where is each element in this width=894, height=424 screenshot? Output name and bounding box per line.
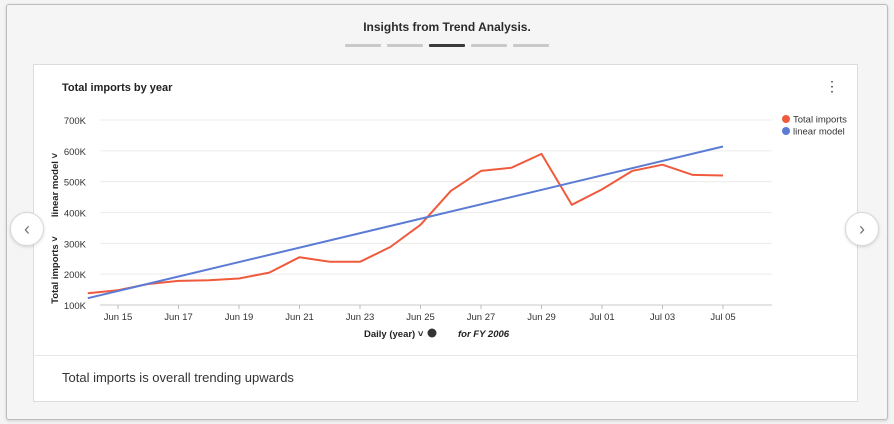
- info-icon[interactable]: [427, 328, 437, 338]
- y-tick-label: 700K: [64, 116, 87, 127]
- line-chart: 100K 200K 300K 400K 500K 600K 700K Jun 15 Jun 1…: [50, 115, 847, 341]
- legend-marker[interactable]: [782, 127, 790, 135]
- chevron-right-icon[interactable]: ›: [845, 212, 879, 246]
- y-tick-label: 200K: [64, 270, 87, 281]
- y-tick-label: 500K: [64, 178, 87, 189]
- page-dot[interactable]: [345, 44, 381, 47]
- page-dot[interactable]: [387, 44, 423, 47]
- y-tick-label: 400K: [64, 209, 87, 220]
- legend-label[interactable]: Total imports: [793, 115, 847, 126]
- x-tick-label: Jun 17: [164, 312, 193, 323]
- x-tick-label: Jun 25: [406, 312, 435, 323]
- chart-title: Total imports by year: [62, 82, 173, 94]
- page-dot-active[interactable]: [429, 44, 465, 47]
- page-dot[interactable]: [471, 44, 507, 47]
- x-tick-label: Jul 05: [710, 312, 735, 323]
- x-tick-label: Jun 29: [527, 312, 556, 323]
- series-total-imports-line: [87, 152, 724, 295]
- page-indicator: [0, 44, 894, 47]
- x-tick-label: Jun 21: [285, 312, 314, 323]
- y-axis-label-linear-model[interactable]: linear model ˅: [50, 152, 61, 217]
- x-tick-label: Jun 15: [104, 312, 133, 323]
- x-tick-label: Jun 19: [225, 312, 254, 323]
- insight-card: Total imports by year ⋮ 100K 200K 300K 400K…: [33, 64, 858, 402]
- kebab-icon[interactable]: ⋮: [825, 78, 839, 94]
- x-axis-label[interactable]: Daily (year) ˅: [364, 329, 424, 340]
- legend-marker[interactable]: [782, 115, 790, 123]
- legend-label[interactable]: linear model: [793, 127, 845, 138]
- divider: [34, 355, 857, 356]
- chevron-left-icon[interactable]: ‹: [10, 212, 44, 246]
- page-dot[interactable]: [513, 44, 549, 47]
- x-tick-label: Jun 23: [346, 312, 375, 323]
- y-tick-label: 600K: [64, 147, 87, 158]
- x-tick-label: Jun 27: [467, 312, 496, 323]
- x-tick-label: Jul 01: [589, 312, 614, 323]
- y-axis-label-total-imports[interactable]: Total imports ˅: [50, 236, 61, 304]
- y-tick-label: 300K: [64, 239, 87, 250]
- panel-title: Insights from Trend Analysis.: [363, 20, 531, 34]
- x-axis-note: for FY 2006: [458, 329, 510, 340]
- insight-summary: Total imports is overall trending upward…: [62, 370, 294, 385]
- y-tick-label: 100K: [64, 301, 87, 312]
- x-tick-label: Jul 03: [650, 312, 675, 323]
- series-linear-model-line: [87, 145, 724, 300]
